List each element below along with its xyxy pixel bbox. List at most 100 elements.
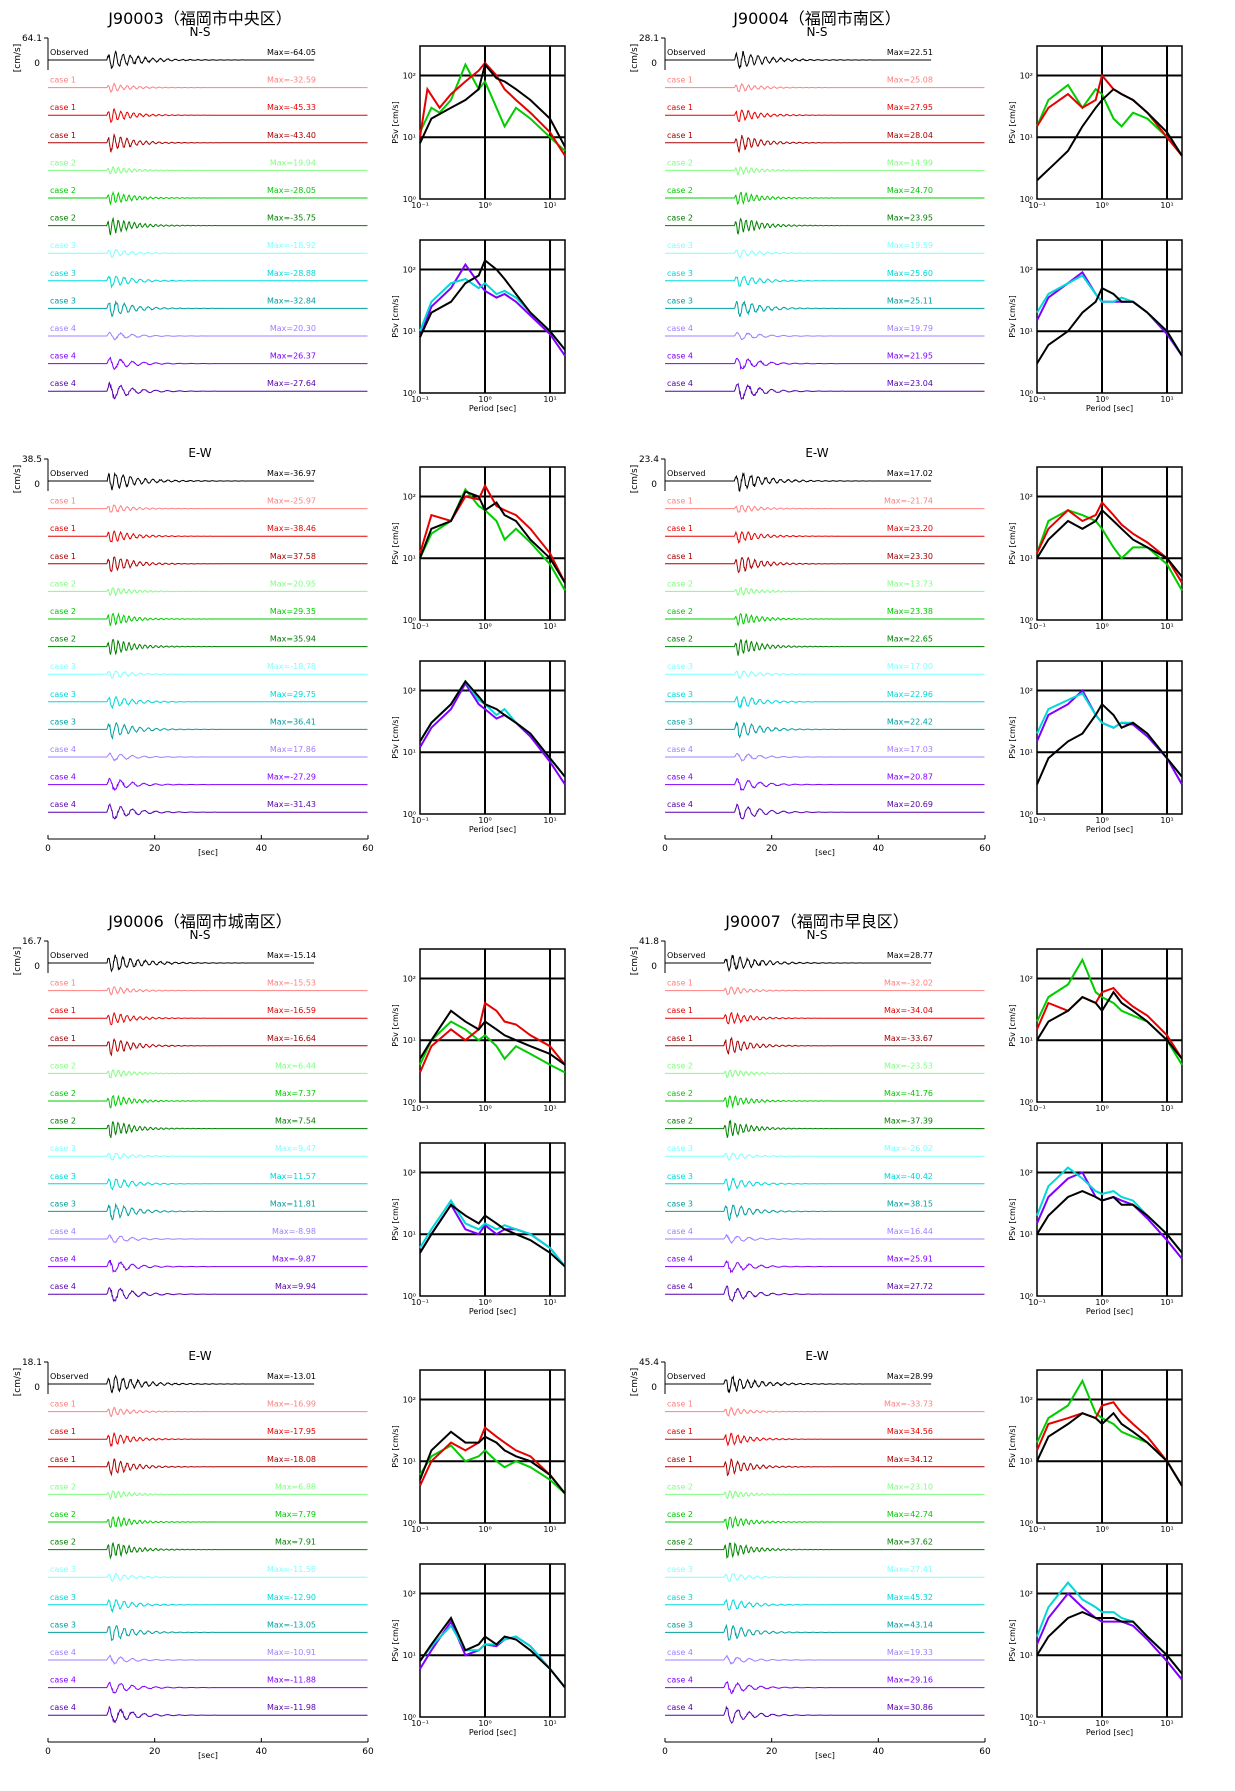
psv-xtick-label: 10⁰	[1095, 1525, 1108, 1534]
max-label: Max=-11.98	[267, 1703, 316, 1712]
psv-curve-c4	[1036, 1592, 1183, 1681]
waveform-trace	[665, 275, 985, 288]
time-axis-label: [sec]	[198, 1751, 218, 1760]
time-tick-label: 0	[45, 844, 51, 854]
amp-scale-label: 16.7	[22, 937, 42, 947]
component-label: N-S	[190, 25, 211, 39]
psv-xtick-label: 10¹	[543, 622, 556, 631]
psv-xtick-label: 10¹	[543, 1525, 556, 1534]
amp-zero-label: 0	[651, 1383, 657, 1393]
waveform-trace	[665, 1095, 985, 1109]
waveform-trace	[48, 1152, 368, 1162]
waveform-trace	[665, 986, 985, 996]
waveform-trace	[665, 300, 985, 317]
waveform-trace	[48, 1234, 368, 1244]
waveform-trace	[665, 249, 985, 259]
psv-curve-c1	[1036, 500, 1183, 584]
row-label: case 3	[667, 662, 693, 671]
psv-xtick-label: 10⁻¹	[1028, 395, 1046, 404]
row-label: case 4	[50, 1255, 76, 1264]
waveform-trace	[48, 165, 368, 175]
psv-ytick-label: 10⁰	[1020, 810, 1033, 819]
max-label: Max=-43.40	[267, 131, 316, 140]
psv-ytick-label: 10²	[403, 71, 416, 80]
psv-curve-c4	[419, 681, 566, 786]
max-label: Max=22.96	[887, 690, 933, 699]
max-label: Max=23.20	[887, 524, 933, 533]
max-label: Max=27.72	[887, 1282, 933, 1291]
waveform-trace	[48, 1654, 368, 1666]
amp-zero-label: 0	[651, 59, 657, 69]
waveform-trace	[665, 1233, 985, 1245]
waveform-trace	[48, 275, 368, 289]
row-label: case 3	[50, 1172, 76, 1181]
station-title: J90003（福岡市中央区）	[107, 9, 292, 28]
max-label: Max=-18.78	[267, 662, 316, 671]
waveform-trace	[665, 1541, 985, 1560]
psv-frame	[1036, 45, 1183, 200]
max-label: Max=-33.67	[884, 1034, 933, 1043]
chart-panel: J90003（福岡市中央区）N-S 64.1 0 [cm/s] Observed Max=…	[13, 9, 566, 413]
max-label: Max=-32.84	[267, 296, 316, 305]
row-label: case 2	[667, 1510, 693, 1519]
waveform-trace	[665, 1119, 985, 1138]
row-label: case 4	[50, 1676, 76, 1685]
max-label: Max=42.74	[887, 1510, 933, 1519]
psv-ytick-label: 10²	[1020, 71, 1033, 80]
waveform-trace	[665, 1654, 985, 1665]
max-label: Max=-16.59	[267, 1006, 316, 1015]
psv-ytick-label: 10⁰	[403, 1713, 416, 1722]
max-label: Max=7.37	[275, 1089, 316, 1098]
max-label: Max=-32.59	[267, 76, 316, 85]
row-label: case 1	[50, 103, 76, 112]
max-label: Max=20.69	[887, 800, 933, 809]
row-label: Observed	[667, 48, 706, 57]
psv-frame	[1036, 239, 1183, 394]
max-label: Max=27.95	[887, 103, 933, 112]
psv-xtick-label: 10¹	[1160, 395, 1173, 404]
psv-xtick-label: 10⁻¹	[1028, 1719, 1046, 1728]
row-label: case 3	[667, 269, 693, 278]
row-label: case 4	[667, 352, 693, 361]
max-label: Max=-35.75	[267, 214, 316, 223]
psv-ytick-label: 10²	[403, 1589, 416, 1598]
max-label: Max=-32.02	[884, 979, 933, 988]
max-label: Max=-13.05	[267, 1620, 316, 1629]
chart-panel: E-W 18.1 0 [cm/s] Observed Max=-13.01 case 1 Ma…	[13, 1349, 566, 1760]
psv-xtick-label: 10⁰	[1095, 622, 1108, 631]
max-label: Max=45.32	[887, 1593, 933, 1602]
psv-curve-c4	[419, 262, 566, 357]
amp-scale-label: 38.5	[22, 455, 42, 465]
psv-curve-obs	[419, 1616, 566, 1689]
psv-frame	[419, 466, 566, 621]
row-label: case 1	[667, 524, 693, 533]
waveform-trace	[48, 752, 368, 762]
row-label: Observed	[50, 469, 89, 478]
row-label: case 2	[667, 607, 693, 616]
psv-xtick-label: 10⁻¹	[411, 1298, 429, 1307]
psv-xtick-label: 10¹	[1160, 1104, 1173, 1113]
waveform-trace	[665, 1204, 985, 1222]
max-label: Max=6.44	[275, 1061, 316, 1070]
psv-ytick-label: 10¹	[403, 554, 416, 563]
psv-frame	[419, 1369, 566, 1524]
waveform-trace	[665, 472, 932, 493]
time-axis-label: [sec]	[815, 848, 835, 857]
waveform-trace	[665, 612, 985, 627]
psv-xtick-label: 10⁻¹	[411, 1104, 429, 1113]
waveform-trace	[665, 1573, 985, 1583]
psv-ytick-label: 10²	[1020, 1589, 1033, 1598]
psv-ytick-label: 10⁰	[403, 810, 416, 819]
amp-unit-label: [cm/s]	[630, 44, 640, 72]
max-label: Max=43.14	[887, 1620, 933, 1629]
psv-ylabel: PSv [cm/s]	[391, 295, 400, 337]
row-label: Observed	[50, 951, 89, 960]
waveform-trace	[48, 1374, 315, 1394]
psv-ytick-label: 10¹	[403, 1651, 416, 1660]
row-label: case 2	[50, 607, 76, 616]
time-axis-label: [sec]	[815, 1751, 835, 1760]
